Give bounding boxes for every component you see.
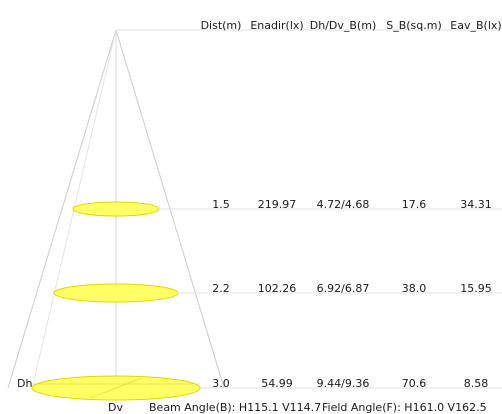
row-1-area: 17.6 [401,198,427,211]
beam-spot-2 [53,283,179,303]
row-2-enadir: 102.26 [257,282,297,295]
row-3-dist: 3.0 [212,377,230,390]
dv-label: Dv [108,401,123,414]
column-header-dist: Dist(m) [200,19,242,32]
row-2-dist: 2.2 [212,282,230,295]
field-angle-text: Field Angle(F): H161.0 V162.5 [322,401,487,414]
row-2-eav: 15.95 [460,282,492,295]
row-3-area: 70.6 [401,377,427,390]
row-3-eav: 8.58 [463,377,489,390]
dh-label: Dh [17,377,33,390]
column-header-eav: Eav_B(lx) [450,19,502,32]
column-header-enadir: Enadir(lx) [250,19,304,32]
column-header-area: S_B(sq.m) [386,19,442,32]
row-2-area: 38.0 [401,282,427,295]
dv-span-line [89,377,143,399]
row-1-dhdv: 4.72/4.68 [316,198,370,211]
column-header-dhdv: Dh/Dv_B(m) [309,19,377,32]
dh-guide-line [33,29,117,381]
beam-spot-1 [72,201,160,217]
row-2-dhdv: 6.92/6.87 [316,282,370,295]
row-1-enadir: 219.97 [257,198,297,211]
row-1-eav: 34.31 [460,198,492,211]
row-1-dist: 1.5 [212,198,230,211]
row-3-dhdv: 9.44/9.36 [316,377,370,390]
beam-angle-text: Beam Angle(B): H115.1 V114.7 [149,401,322,414]
row-3-enadir: 54.99 [261,377,293,390]
cone-left-edge [7,29,117,389]
